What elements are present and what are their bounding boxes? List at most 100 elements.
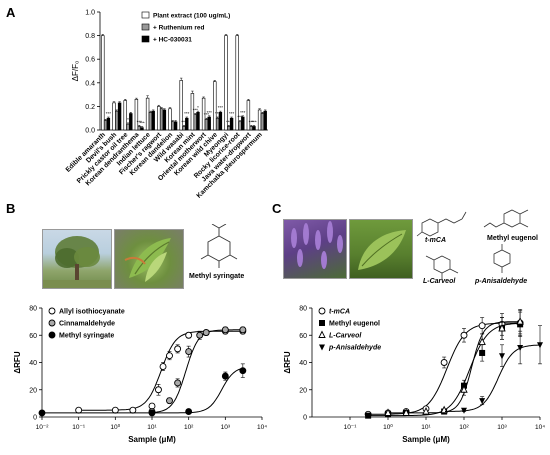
data-point (185, 348, 193, 356)
y-tick-label: 20 (29, 387, 37, 394)
data-point (166, 397, 173, 405)
bar (218, 112, 223, 131)
bar (213, 81, 217, 131)
y-tick-label: 40 (299, 360, 307, 367)
bar (157, 106, 161, 131)
data-point (129, 406, 137, 414)
y-tick-label: 0 (33, 415, 37, 422)
bar (238, 121, 242, 131)
bar (263, 110, 267, 131)
bar (103, 120, 108, 131)
data-point (402, 408, 410, 416)
leaf-icon (358, 230, 406, 270)
data-point (537, 342, 543, 349)
data-point (148, 409, 156, 417)
x-tick-label: 10³ (221, 424, 231, 431)
data-point (221, 372, 229, 380)
data-point (159, 363, 167, 371)
significance-mark: *** (204, 112, 210, 117)
significance-mark: * (197, 105, 199, 110)
panel-b-letter: B (6, 201, 16, 216)
y-axis-label: ΔRFU (13, 351, 22, 373)
tree-photo (42, 229, 112, 289)
x-tick-label: 10² (459, 424, 469, 431)
bar (193, 114, 197, 131)
bar (204, 119, 209, 131)
data-point (185, 331, 193, 339)
x-tick-label: 10⁻¹ (72, 424, 86, 431)
data-point (461, 407, 467, 414)
significance-mark: *** (139, 120, 145, 125)
data-point (75, 406, 83, 414)
p-anisaldehyde-label: p-Anisaldehyde (475, 278, 528, 285)
fit-curve (445, 344, 541, 412)
purple-flower-photo (283, 219, 347, 279)
bar (227, 126, 231, 131)
x-tick-label: 10² (184, 424, 194, 431)
data-point (239, 326, 247, 334)
legend-label: Methyl syringate (59, 333, 114, 340)
data-point (479, 398, 486, 405)
bar (106, 117, 111, 131)
legend-label: Allyl isothiocyanate (59, 309, 125, 316)
significance-mark: *** (240, 110, 246, 115)
y-tick-label: 80 (299, 306, 307, 313)
legend-label: + Ruthenium red (153, 25, 204, 32)
bar (129, 113, 133, 131)
l-carveol-label: L-Carveol (423, 278, 456, 285)
bar (162, 109, 167, 131)
data-point (196, 331, 204, 339)
y-tick-label: 0.8 (85, 33, 95, 40)
legend-marker (48, 319, 56, 327)
legend-marker (48, 331, 56, 339)
legend-swatch (141, 11, 150, 19)
bar (140, 127, 144, 131)
y-tick-label: 0 (303, 415, 307, 422)
data-point (174, 345, 182, 353)
bar (148, 112, 153, 131)
data-point (239, 367, 247, 375)
y-tick-label: 80 (29, 306, 37, 313)
bar (260, 113, 265, 131)
t-mca-structure (416, 211, 467, 237)
fit-curve (369, 322, 522, 417)
y-tick-label: 1.0 (85, 10, 95, 17)
legend-swatch (141, 35, 150, 43)
fit-curve (388, 321, 522, 414)
bar (257, 109, 262, 131)
data-point (166, 352, 173, 360)
bar (215, 117, 220, 131)
legend-label: t-mCA (329, 309, 350, 316)
data-point (38, 409, 46, 417)
green-leaves-photo (349, 219, 413, 279)
legend-swatch (141, 23, 150, 31)
bar (137, 126, 141, 131)
bar (185, 117, 189, 131)
x-tick-label: 10⁴ (257, 424, 267, 431)
significance-mark: *** (249, 119, 255, 124)
y-tick-label: 20 (299, 387, 307, 394)
bar (252, 126, 256, 131)
significance-mark: *** (218, 105, 224, 110)
y-tick-label: 0.2 (85, 104, 95, 111)
bar (207, 116, 211, 131)
data-point (111, 406, 119, 414)
x-tick-label: 10⁴ (535, 424, 545, 431)
data-point (422, 407, 430, 415)
t-mca-label: t-mCA (425, 237, 446, 244)
panel-c-dose-response-chart: 0 20 40 60 80 10⁻¹ 10⁰ 10¹ 10² 10³ 10⁴ Sample (μM) Δ… (283, 306, 545, 445)
bar (182, 126, 186, 131)
y-axis-label: ΔF/F₀ (71, 61, 80, 82)
fit-curve (369, 322, 521, 415)
y-tick-label: 0.6 (85, 57, 95, 64)
significance-mark: *** (181, 119, 187, 124)
significance-mark: *** (215, 111, 221, 116)
bar (134, 99, 139, 131)
x-tick-label: 10⁰ (383, 423, 393, 431)
flower-spikes-icon (291, 221, 343, 269)
legend-label: + HC-030031 (153, 37, 192, 44)
data-point (384, 408, 392, 416)
data-point (221, 326, 229, 334)
bar (241, 116, 245, 131)
legend-label: Methyl eugenol (329, 321, 380, 328)
